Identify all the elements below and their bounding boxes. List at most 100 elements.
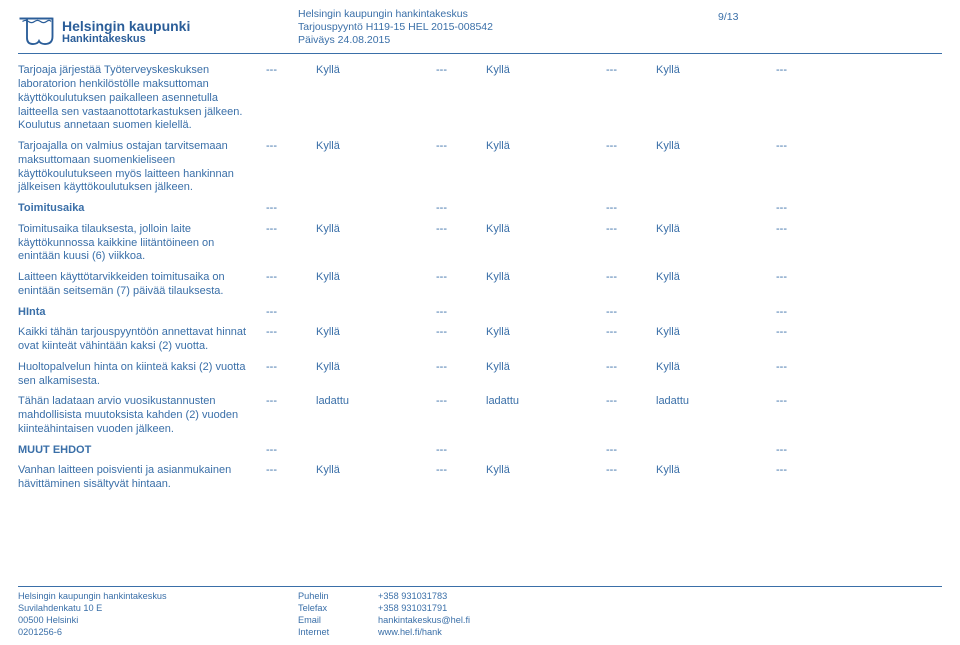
cell-value: Kyllä — [656, 64, 776, 78]
cell-empty — [656, 444, 776, 458]
cell-empty — [486, 444, 606, 458]
header-rule — [18, 53, 942, 54]
row-description: Tarjoajalla on valmius ostajan tarvitsem… — [18, 140, 266, 195]
section-header-row: MUUT EHDOT------------ — [18, 442, 942, 460]
section-header-row: HInta------------ — [18, 304, 942, 322]
table-row: Tarjoajalla on valmius ostajan tarvitsem… — [18, 138, 942, 197]
cell-dash: --- — [436, 464, 486, 478]
cell-dash: --- — [436, 306, 486, 320]
row-description: Laitteen käyttötarvikkeiden toimitusaika… — [18, 271, 266, 299]
row-description: Tähän ladataan arvio vuosikustannusten m… — [18, 395, 266, 436]
row-description: Tarjoaja järjestää Työterveyskeskuksen l… — [18, 64, 266, 133]
cell-value: Kyllä — [316, 64, 436, 78]
cell-empty — [316, 202, 436, 216]
cell-value: Kyllä — [316, 464, 436, 478]
cell-dash: --- — [436, 64, 486, 78]
footer-email: hankintakeskus@hel.fi — [378, 615, 942, 627]
cell-empty — [486, 202, 606, 216]
cell-value: Kyllä — [656, 271, 776, 285]
cell-dash: --- — [436, 361, 486, 375]
row-description: Toimitusaika tilauksesta, jolloin laite … — [18, 223, 266, 264]
cell-value: Kyllä — [656, 326, 776, 340]
row-columns: ---Kyllä---Kyllä---Kyllä--- — [266, 326, 942, 340]
cell-dash: --- — [436, 444, 486, 458]
cell-value: ladattu — [656, 395, 776, 409]
row-columns: ---ladattu---ladattu---ladattu--- — [266, 395, 942, 409]
cell-value: Kyllä — [486, 64, 606, 78]
cell-dash: --- — [776, 271, 826, 285]
cell-dash: --- — [776, 444, 826, 458]
cell-value: Kyllä — [486, 326, 606, 340]
cell-dash: --- — [266, 223, 316, 237]
cell-dash: --- — [266, 306, 316, 320]
cell-empty — [316, 444, 436, 458]
cell-value: Kyllä — [316, 223, 436, 237]
cell-dash: --- — [606, 271, 656, 285]
cell-value: Kyllä — [656, 464, 776, 478]
cell-value: Kyllä — [486, 223, 606, 237]
cell-dash: --- — [436, 271, 486, 285]
table-row: Kaikki tähän tarjouspyyntöön annettavat … — [18, 324, 942, 356]
helsinki-crest-icon — [18, 17, 54, 47]
cell-dash: --- — [776, 140, 826, 154]
footer-phone: +358 931031783 — [378, 591, 942, 603]
cell-dash: --- — [266, 271, 316, 285]
table-row: Huoltopalvelun hinta on kiinteä kaksi (2… — [18, 359, 942, 391]
table-row: Toimitusaika tilauksesta, jolloin laite … — [18, 221, 942, 266]
cell-dash: --- — [436, 202, 486, 216]
page-number: 9/13 — [678, 11, 942, 47]
cell-value: ladattu — [316, 395, 436, 409]
cell-empty — [316, 306, 436, 320]
row-columns: ------------ — [266, 444, 942, 458]
cell-empty — [656, 306, 776, 320]
row-description: Toimitusaika — [18, 202, 266, 216]
cell-dash: --- — [436, 140, 486, 154]
cell-dash: --- — [606, 140, 656, 154]
table-row: Vanhan laitteen poisvienti ja asianmukai… — [18, 462, 942, 494]
row-columns: ------------ — [266, 202, 942, 216]
footer-label-email: Email — [298, 615, 378, 627]
cell-dash: --- — [606, 395, 656, 409]
meta-date: Päiväys 24.08.2015 — [298, 34, 678, 47]
cell-dash: --- — [776, 306, 826, 320]
cell-value: Kyllä — [316, 361, 436, 375]
row-description: Huoltopalvelun hinta on kiinteä kaksi (2… — [18, 361, 266, 389]
footer-org: Helsingin kaupungin hankintakeskus — [18, 591, 298, 603]
cell-value: Kyllä — [486, 140, 606, 154]
table-row: Tähän ladataan arvio vuosikustannusten m… — [18, 393, 942, 438]
logo-title: Helsingin kaupunki — [62, 19, 190, 34]
cell-value: Kyllä — [316, 140, 436, 154]
cell-dash: --- — [606, 64, 656, 78]
footer-labels-block: Puhelin Telefax Email Internet — [298, 591, 378, 639]
footer-label-internet: Internet — [298, 627, 378, 639]
row-columns: ---Kyllä---Kyllä---Kyllä--- — [266, 64, 942, 78]
table-row: Laitteen käyttötarvikkeiden toimitusaika… — [18, 269, 942, 301]
row-description: Kaikki tähän tarjouspyyntöön annettavat … — [18, 326, 266, 354]
row-description: HInta — [18, 306, 266, 320]
cell-value: Kyllä — [656, 223, 776, 237]
cell-dash: --- — [776, 361, 826, 375]
cell-dash: --- — [436, 395, 486, 409]
cell-dash: --- — [606, 326, 656, 340]
footer-label-fax: Telefax — [298, 603, 378, 615]
cell-value: ladattu — [486, 395, 606, 409]
cell-dash: --- — [266, 64, 316, 78]
cell-dash: --- — [776, 464, 826, 478]
cell-dash: --- — [776, 395, 826, 409]
footer-fax: +358 931031791 — [378, 603, 942, 615]
cell-dash: --- — [776, 326, 826, 340]
cell-dash: --- — [776, 202, 826, 216]
footer-address-block: Helsingin kaupungin hankintakeskus Suvil… — [18, 591, 298, 639]
cell-dash: --- — [266, 444, 316, 458]
section-header-row: Toimitusaika------------ — [18, 200, 942, 218]
row-columns: ------------ — [266, 306, 942, 320]
footer-city: 00500 Helsinki — [18, 615, 298, 627]
row-columns: ---Kyllä---Kyllä---Kyllä--- — [266, 271, 942, 285]
footer-values-block: +358 931031783 +358 931031791 hankintake… — [378, 591, 942, 639]
row-columns: ---Kyllä---Kyllä---Kyllä--- — [266, 140, 942, 154]
cell-dash: --- — [266, 326, 316, 340]
cell-dash: --- — [606, 464, 656, 478]
table-row: Tarjoaja järjestää Työterveyskeskuksen l… — [18, 62, 942, 135]
cell-value: Kyllä — [656, 140, 776, 154]
cell-dash: --- — [776, 223, 826, 237]
